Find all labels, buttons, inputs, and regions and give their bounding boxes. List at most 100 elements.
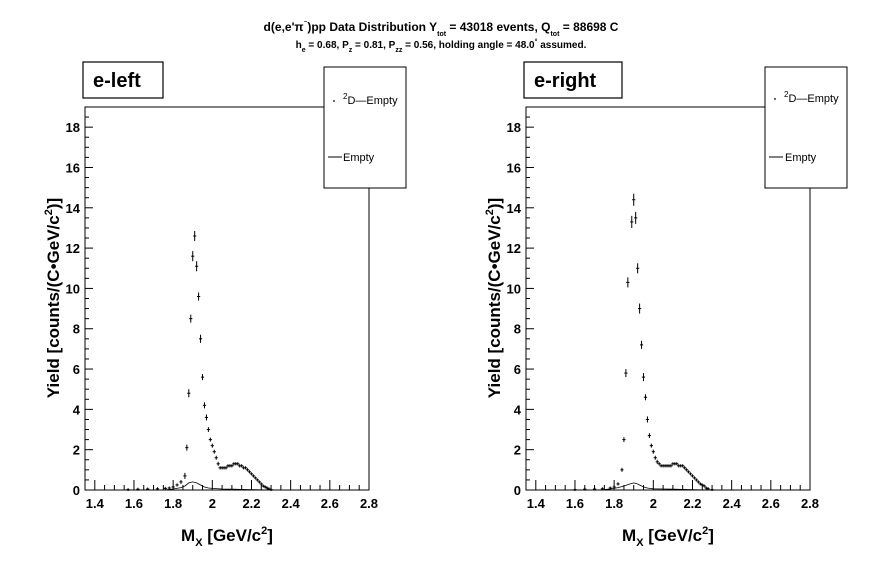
- data-point: [592, 487, 597, 491]
- data-point: [681, 464, 685, 468]
- title-tot-2: tot: [550, 31, 560, 38]
- panel-label: e-left: [93, 70, 141, 92]
- x-axis-label: MX [GeV/c2]: [181, 525, 273, 549]
- y-tick-label: 14: [66, 201, 81, 216]
- y-tick-label: 2: [73, 443, 80, 458]
- data-point: [647, 433, 651, 438]
- data-points-layer: [126, 230, 273, 492]
- data-point: [210, 443, 214, 448]
- y-label-close: )]: [44, 198, 63, 209]
- x-tick-label: 1.6: [125, 496, 143, 511]
- data-point: [702, 484, 706, 488]
- y-tick-label: 18: [507, 120, 521, 135]
- data-point: [200, 374, 205, 381]
- y-tick-label: 6: [514, 362, 521, 377]
- panel-label-box: [523, 61, 623, 99]
- data-point: [204, 414, 209, 421]
- title-charge: = 88698 C: [559, 20, 618, 34]
- empty-series-line: [85, 481, 369, 491]
- data-point: [251, 474, 256, 478]
- x-tick-label: 1.6: [566, 496, 584, 511]
- x-tick-label: 2.4: [282, 496, 301, 511]
- data-point: [692, 476, 697, 480]
- y-label-main: Yield [counts/(C•GeV/c: [44, 215, 63, 398]
- title-e: e: [275, 20, 282, 34]
- legend-label-deuteron: 2D—Empty: [784, 90, 839, 105]
- x-tick-label: 2.6: [321, 496, 339, 511]
- legend-label-deuteron: 2D—Empty: [343, 92, 398, 107]
- data-point: [624, 369, 628, 378]
- x-tick-label: 2: [209, 496, 216, 511]
- data-points-layer: [573, 193, 714, 492]
- y-tick-label: 0: [514, 483, 521, 498]
- legend-sup: 2: [784, 90, 789, 99]
- data-point: [155, 487, 160, 491]
- data-point: [630, 215, 634, 228]
- y-axis: 0 2 4 6 8 10 12 14 16 18: [507, 106, 534, 498]
- x-tick-label: 2.8: [801, 496, 819, 511]
- data-point: [685, 468, 689, 472]
- data-point: [193, 230, 197, 242]
- x-label-main: M: [622, 526, 636, 545]
- data-point: [214, 455, 218, 460]
- data-point: [261, 484, 265, 488]
- y-tick-label: 12: [66, 241, 80, 256]
- x-tick-label: 1.4: [527, 496, 546, 511]
- y-tick-label: 8: [514, 322, 521, 337]
- data-point: [245, 468, 250, 472]
- panel-label-box: [82, 61, 164, 99]
- data-point: [224, 466, 228, 470]
- svg-text:he = 0.68, Pz = 0.81, Pzz = 0.: he = 0.68, Pz = 0.81, Pzz = 0.56, holdin…: [296, 38, 587, 54]
- legend-box: [764, 66, 848, 189]
- data-point: [216, 461, 220, 466]
- figure-subtitle: he = 0.68, Pz = 0.81, Pzz = 0.56, holdin…: [296, 38, 587, 54]
- data-point: [573, 488, 577, 492]
- panel-label: e-right: [534, 70, 597, 92]
- data-point: [655, 459, 659, 464]
- data-point: [669, 464, 673, 468]
- x-tick-label: 2: [650, 496, 657, 511]
- empty-line-layer: [526, 482, 810, 491]
- y-tick-label: 14: [507, 201, 522, 216]
- data-point: [175, 483, 179, 487]
- x-label-main: M: [181, 526, 195, 545]
- y-tick-label: 16: [507, 160, 521, 175]
- y-label-main: Yield [counts/(C•GeV/c: [485, 215, 504, 398]
- legend-marker-points: [774, 98, 776, 100]
- data-point: [183, 472, 187, 479]
- x-label-close: ]: [708, 526, 714, 545]
- x-label-unit: [GeV/c: [644, 526, 703, 545]
- sub-h: h: [296, 40, 302, 51]
- legend-marker-points: [333, 100, 335, 102]
- y-tick-label: 16: [66, 160, 80, 175]
- data-point: [651, 449, 655, 454]
- x-label-sup: 2: [261, 525, 267, 537]
- data-point: [163, 486, 167, 490]
- y-axis-label: Yield [counts/(C•GeV/c2)]: [484, 198, 504, 398]
- data-point: [698, 482, 702, 486]
- data-point: [653, 455, 657, 460]
- legend-box: [323, 66, 407, 189]
- sub-pz: = 0.68, P: [306, 40, 349, 51]
- sub-z: z: [349, 47, 353, 54]
- x-tick-label: 2.2: [683, 496, 701, 511]
- y-label-sup: 2: [43, 209, 55, 215]
- x-tick-label: 1.4: [86, 496, 105, 511]
- empty-series-line: [526, 482, 810, 491]
- data-point: [198, 334, 203, 343]
- data-point: [636, 263, 640, 274]
- legend-label-empty: Empty: [785, 152, 817, 164]
- data-point: [583, 487, 587, 491]
- title-mid: )pp Data Distribution Y: [307, 20, 437, 34]
- x-tick-label: 1.8: [605, 496, 623, 511]
- data-point: [244, 466, 248, 470]
- data-point: [206, 427, 210, 432]
- panel-e-left: 1.4 1.6 1.8 2 2.2 2.4 2.6 2.8 0 2 4 6 8 10 12 14 16 18 e…: [43, 61, 407, 549]
- data-point: [704, 486, 708, 490]
- data-point: [686, 470, 691, 474]
- title-events: = 43018 events, Q: [446, 20, 550, 34]
- x-label-sub: X: [195, 537, 203, 549]
- x-tick-label: 2.2: [242, 496, 260, 511]
- data-point: [696, 480, 700, 484]
- data-point: [179, 479, 183, 484]
